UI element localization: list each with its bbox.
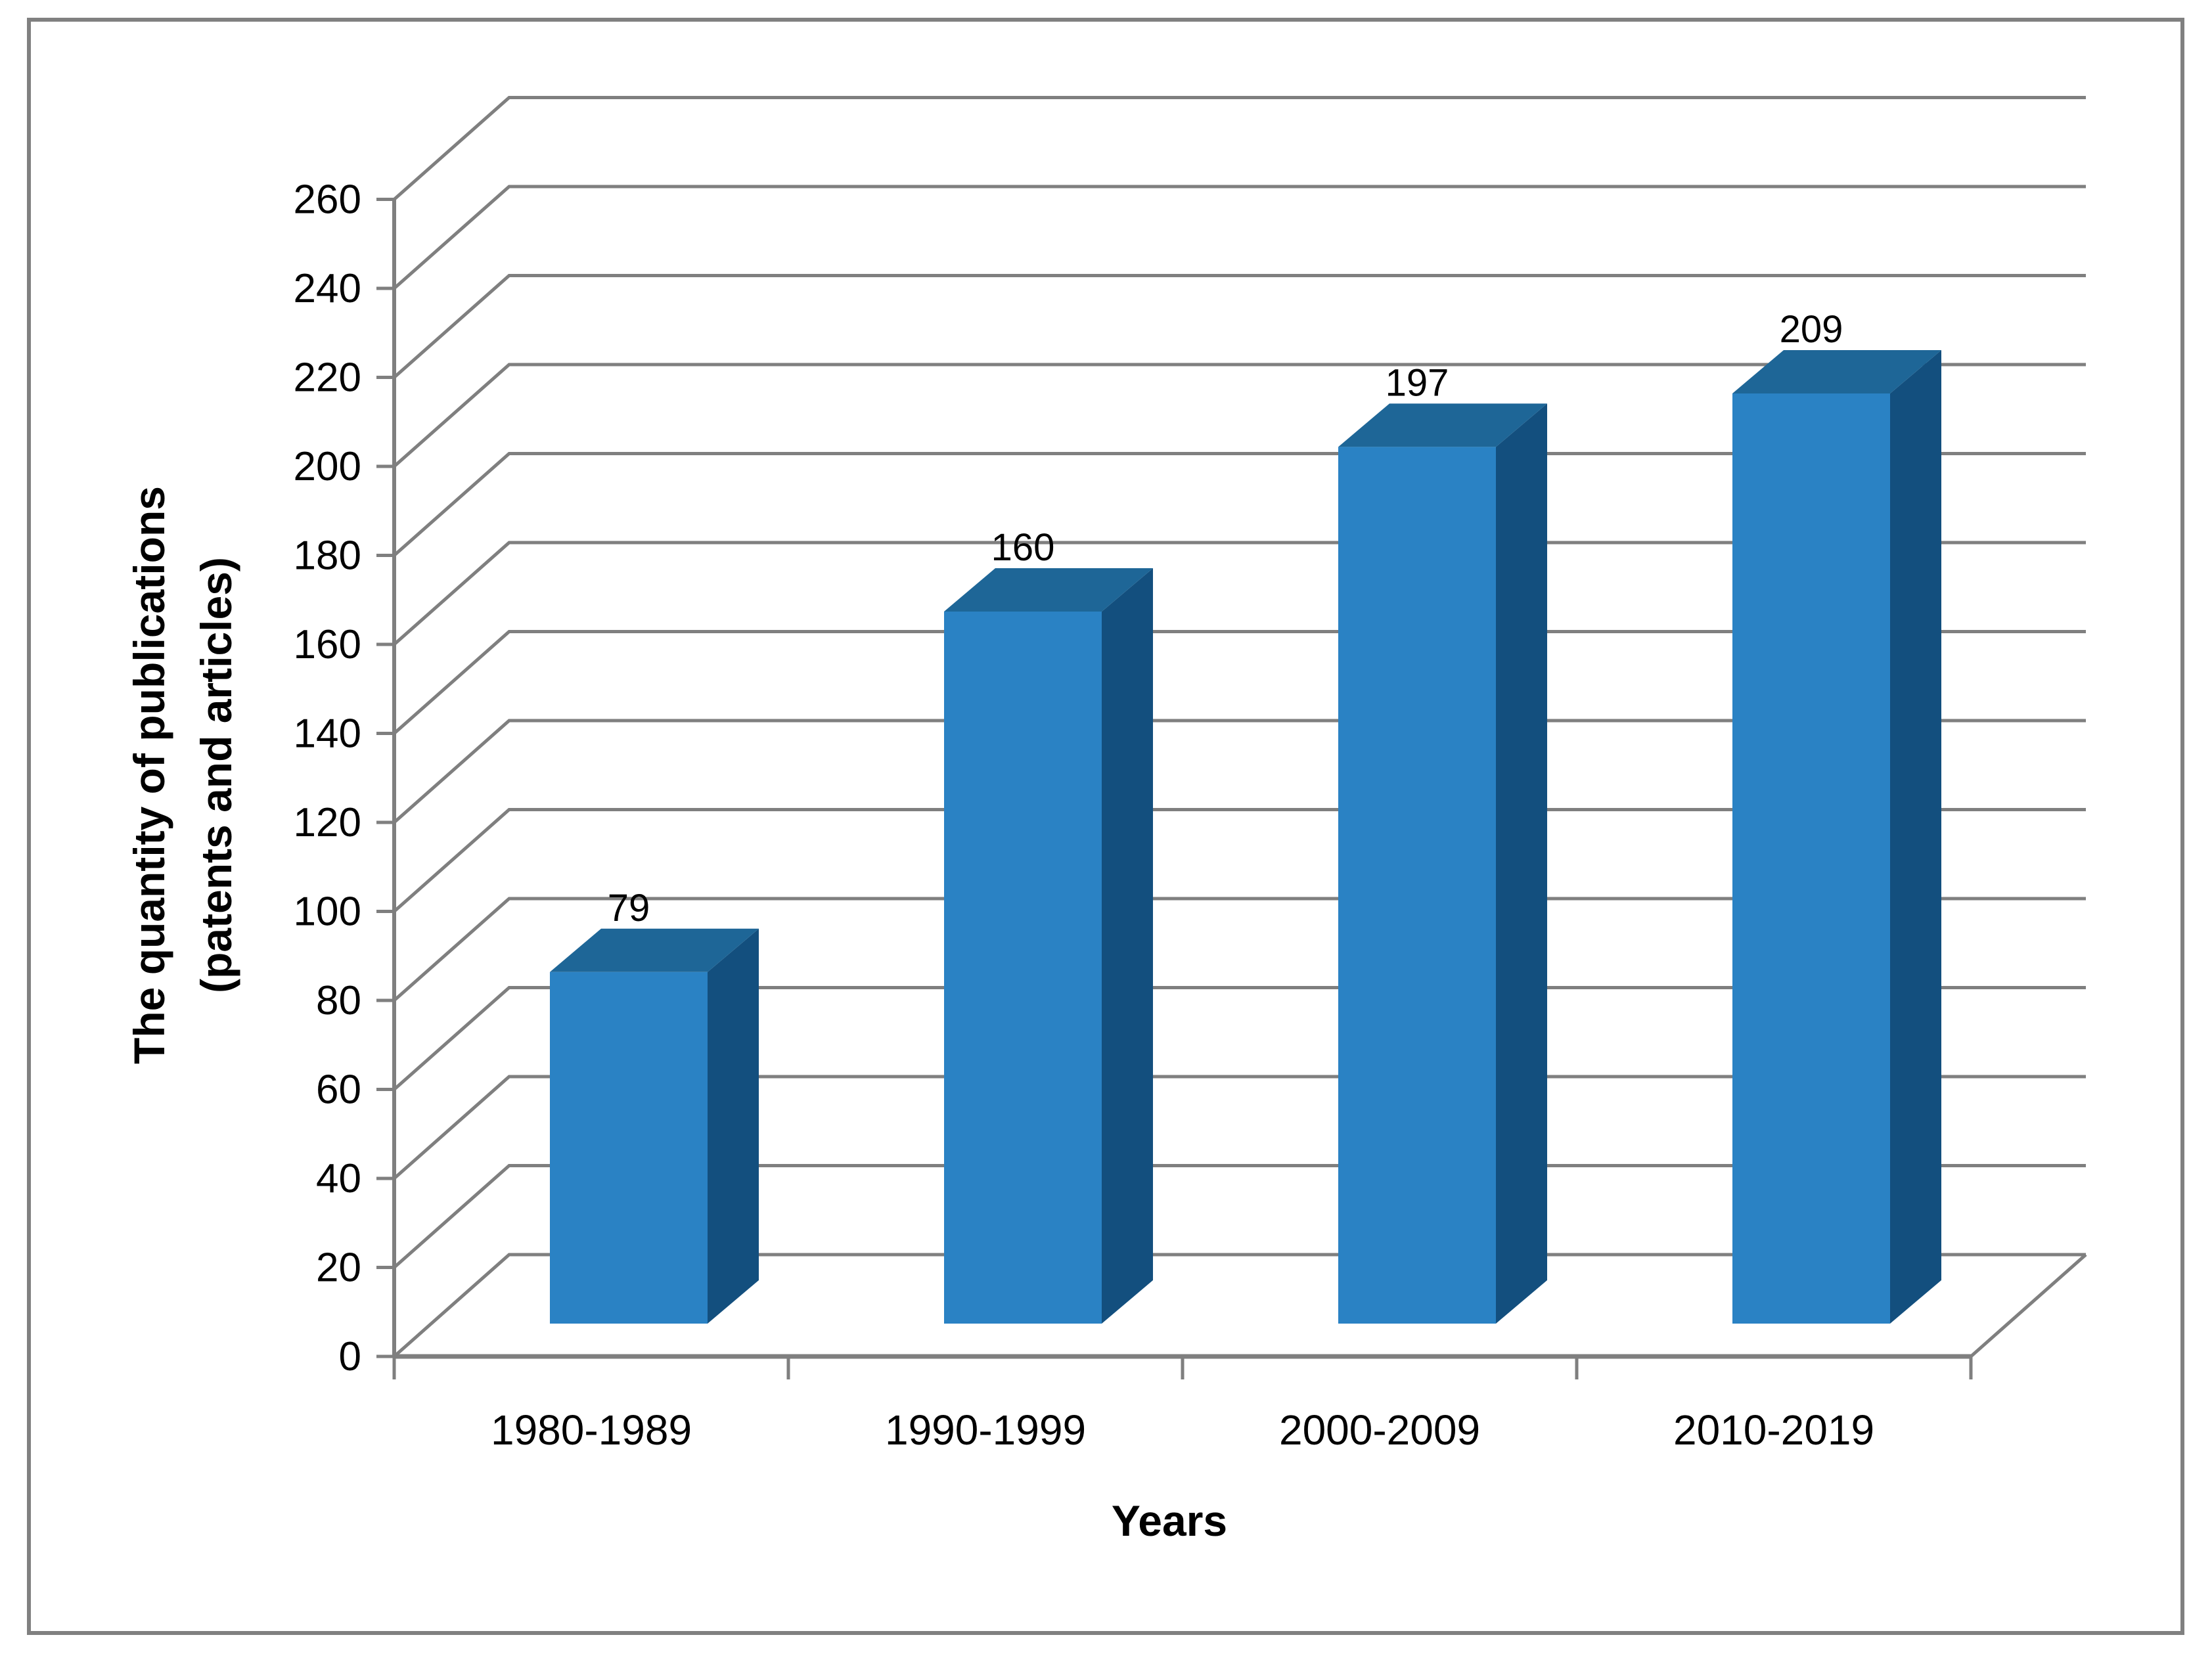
gridline	[393, 1075, 2086, 1180]
category-labels-layer: 1980-1989 1990-1999 2000-2009 2010-2019	[491, 1406, 1874, 1454]
tick-labels-layer: 0 20 40 60 80 100 120 140 160 180 200 220 240 260	[294, 177, 361, 1380]
y-tick-label: 140	[294, 711, 361, 757]
floor-right-edge	[1970, 1253, 2087, 1358]
category-label: 1980-1989	[491, 1406, 692, 1454]
figure-border	[27, 18, 2184, 1635]
bar-top-face	[1732, 350, 1941, 394]
bar-front-face	[1732, 393, 1890, 1324]
y-tick-label: 20	[316, 1245, 361, 1291]
gridline	[393, 630, 2086, 735]
bar-side-face	[1496, 403, 1547, 1324]
gridline	[393, 96, 2086, 201]
gridline	[393, 363, 2086, 468]
bar-top-face	[550, 928, 759, 972]
gridline	[393, 986, 2086, 1091]
bar	[1732, 350, 1941, 1324]
y-tick-label: 100	[294, 889, 361, 935]
x-axis-title: Years	[1112, 1496, 1227, 1545]
data-label: 79	[608, 887, 650, 929]
y-tick-label: 240	[294, 266, 361, 311]
category-label: 1990-1999	[885, 1406, 1086, 1454]
bar-front-face	[944, 612, 1102, 1324]
data-label: 209	[1780, 308, 1843, 351]
gridline	[393, 1253, 2086, 1358]
bar-front-face	[550, 972, 708, 1324]
gridline	[393, 808, 2086, 913]
y-axis-title-line1: The quantity of publications	[125, 486, 173, 1064]
bar	[550, 928, 759, 1324]
gridline	[393, 185, 2086, 290]
bar	[1338, 403, 1547, 1324]
data-labels-layer: 79 160 197 209	[608, 308, 1843, 929]
axes-layer	[376, 198, 1973, 1379]
y-axis-title-line2: (patents and articles)	[192, 557, 240, 993]
data-label: 197	[1386, 361, 1449, 404]
gridline	[393, 541, 2086, 646]
y-tick-label: 160	[294, 622, 361, 667]
bars-layer	[550, 350, 1941, 1324]
y-tick-label: 80	[316, 978, 361, 1023]
bar-side-face	[1890, 350, 1941, 1324]
gridline	[393, 274, 2086, 379]
y-tick-label: 180	[294, 533, 361, 579]
y-tick-label: 200	[294, 444, 361, 489]
data-label: 160	[991, 526, 1055, 569]
bar-top-face	[1338, 403, 1547, 447]
gridline	[393, 452, 2086, 557]
y-tick-label: 40	[316, 1156, 361, 1201]
gridline	[393, 1164, 2086, 1269]
category-label: 2000-2009	[1279, 1406, 1480, 1454]
bar-top-face	[944, 568, 1153, 612]
gridline	[393, 897, 2086, 1002]
bar-side-face	[708, 928, 759, 1324]
bar-front-face	[1338, 447, 1496, 1324]
bar	[944, 568, 1153, 1324]
gridline	[393, 719, 2086, 824]
y-tick-label: 260	[294, 177, 361, 223]
y-tick-label: 60	[316, 1067, 361, 1113]
y-tick-label: 220	[294, 355, 361, 401]
y-tick-label: 0	[339, 1334, 361, 1379]
gridlines-layer	[393, 96, 2087, 1358]
bar-side-face	[1102, 568, 1153, 1324]
y-tick-label: 120	[294, 800, 361, 845]
category-label: 2010-2019	[1673, 1406, 1874, 1454]
